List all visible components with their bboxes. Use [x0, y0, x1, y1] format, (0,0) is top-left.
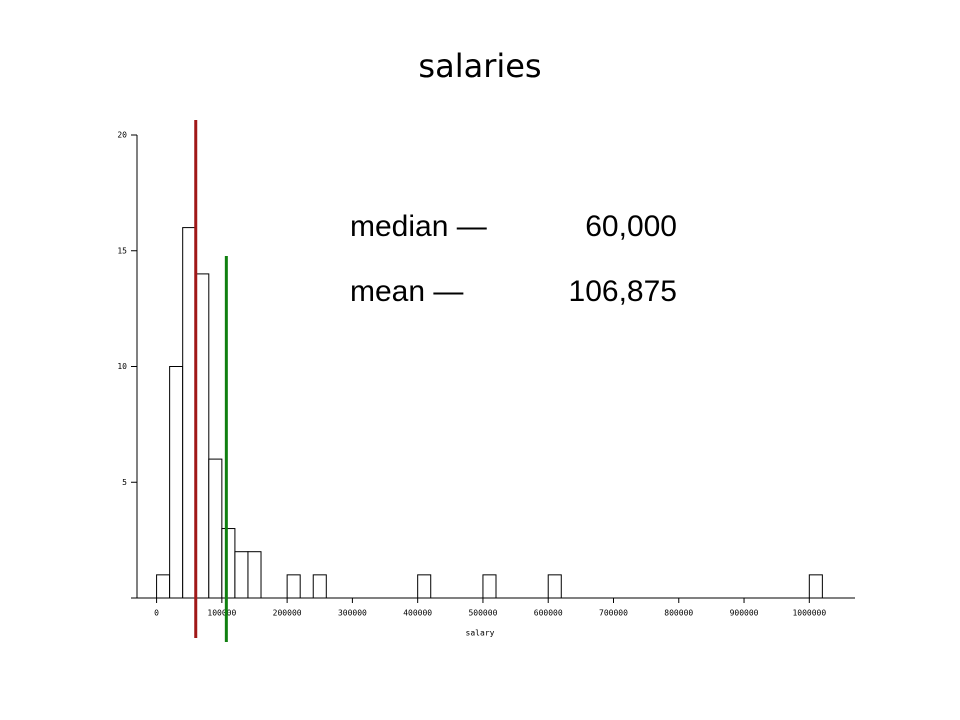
x-tick-label: 900000: [730, 609, 759, 618]
bar: [312, 574, 327, 599]
x-tick-label: 800000: [664, 609, 693, 618]
x-tick-label: 1000000: [792, 609, 826, 618]
x-tick-label: 300000: [338, 609, 367, 618]
chart-title: salaries: [418, 47, 541, 85]
bar: [208, 458, 223, 599]
bar: [156, 574, 171, 599]
x-tick-label: 600000: [534, 609, 563, 618]
bar: [482, 574, 497, 599]
annotation-value: 60,000: [585, 210, 677, 243]
bar: [234, 551, 249, 599]
bar: [417, 574, 432, 599]
x-tick-label: 400000: [403, 609, 432, 618]
annotation-label: mean —: [350, 275, 463, 308]
bar: [182, 227, 197, 599]
x-tick-label: 700000: [599, 609, 628, 618]
bar: [247, 551, 262, 599]
x-tick-label: 500000: [468, 609, 497, 618]
x-tick-label: 0: [154, 609, 159, 618]
bar: [547, 574, 562, 599]
x-axis-label: salary: [466, 629, 495, 638]
y-tick-label: 5: [122, 478, 127, 487]
bar: [221, 528, 236, 599]
y-tick-label: 20: [117, 131, 127, 140]
bar: [195, 273, 210, 599]
bar: [169, 366, 184, 599]
x-tick-label: 200000: [273, 609, 302, 618]
bar: [808, 574, 823, 599]
annotation-label: median —: [350, 210, 487, 243]
bar: [286, 574, 301, 599]
y-tick-label: 15: [117, 246, 127, 255]
x-tick-label: 100000: [207, 609, 236, 618]
annotation-value: 106,875: [569, 275, 677, 308]
y-tick-label: 10: [117, 362, 127, 371]
